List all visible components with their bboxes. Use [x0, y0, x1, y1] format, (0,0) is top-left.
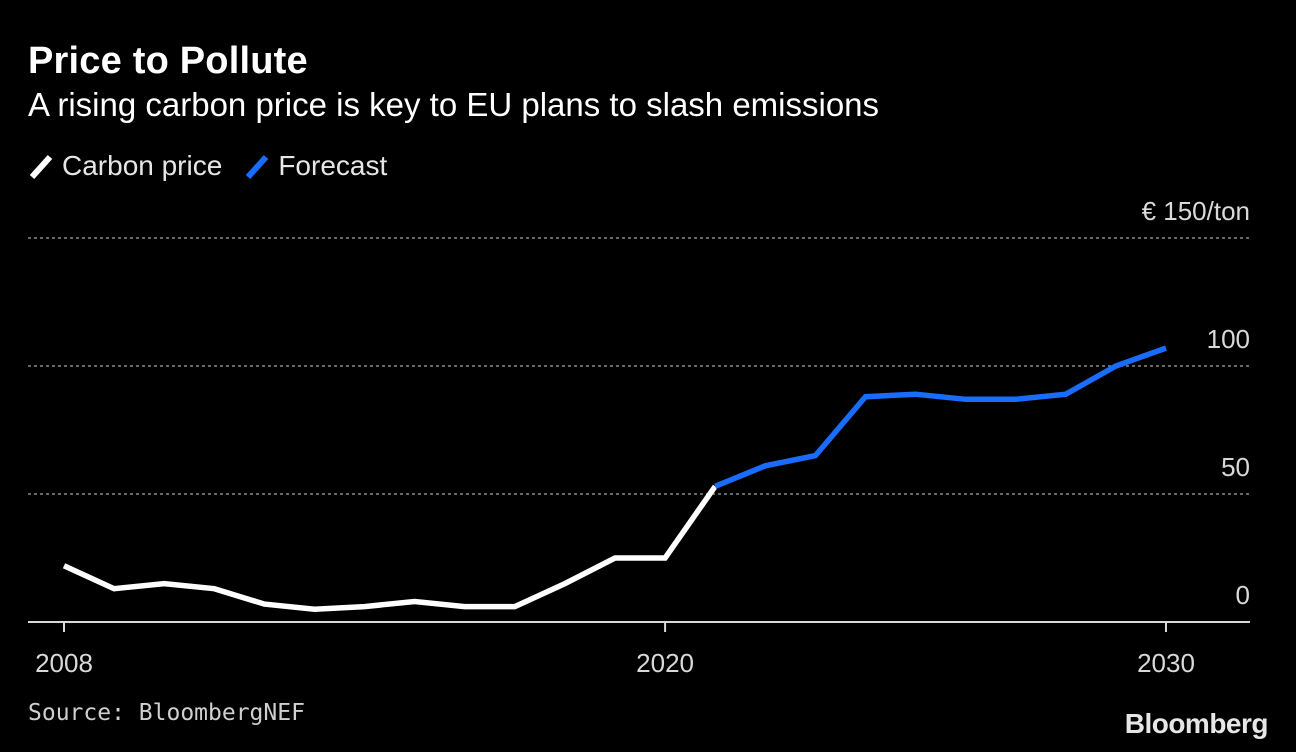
series-line-carbon-price [62, 484, 718, 612]
y-tick-label-50: 50 [1221, 452, 1250, 482]
x-tick-label-2020: 2020 [636, 648, 694, 678]
x-tick-label-2030: 2030 [1137, 648, 1195, 678]
y-tick-label-0: 0 [1236, 580, 1250, 610]
source-note: Source: BloombergNEF [28, 700, 305, 726]
legend: Carbon price Forecast [28, 150, 409, 182]
legend-label-forecast: Forecast [278, 150, 388, 181]
chart-title: Price to Pollute [28, 40, 308, 82]
legend-item-carbon-price: Carbon price [28, 150, 222, 182]
x-tick-label-2008: 2008 [35, 648, 93, 678]
series-line-forecast [714, 345, 1167, 489]
legend-swatch-forecast [246, 154, 269, 180]
chart-subtitle: A rising carbon price is key to EU plans… [28, 86, 880, 123]
bloomberg-logo: Bloomberg [1124, 708, 1269, 739]
legend-item-forecast: Forecast [244, 150, 387, 182]
y-tick-label-100: 100 [1207, 324, 1250, 354]
legend-label-carbon-price: Carbon price [62, 150, 223, 181]
y-tick-label-150: € 150/ton [1142, 196, 1250, 226]
legend-swatch-carbon-price [29, 154, 53, 180]
